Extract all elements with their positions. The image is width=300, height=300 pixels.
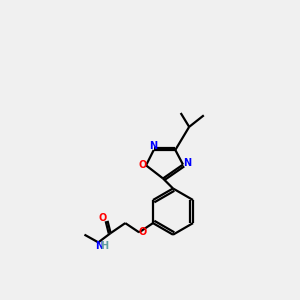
Text: O: O — [138, 226, 146, 237]
Text: N: N — [95, 241, 103, 251]
Text: O: O — [138, 160, 146, 170]
Text: O: O — [99, 214, 107, 224]
Text: N: N — [149, 141, 157, 151]
Text: H: H — [100, 241, 109, 251]
Text: N: N — [184, 158, 192, 168]
